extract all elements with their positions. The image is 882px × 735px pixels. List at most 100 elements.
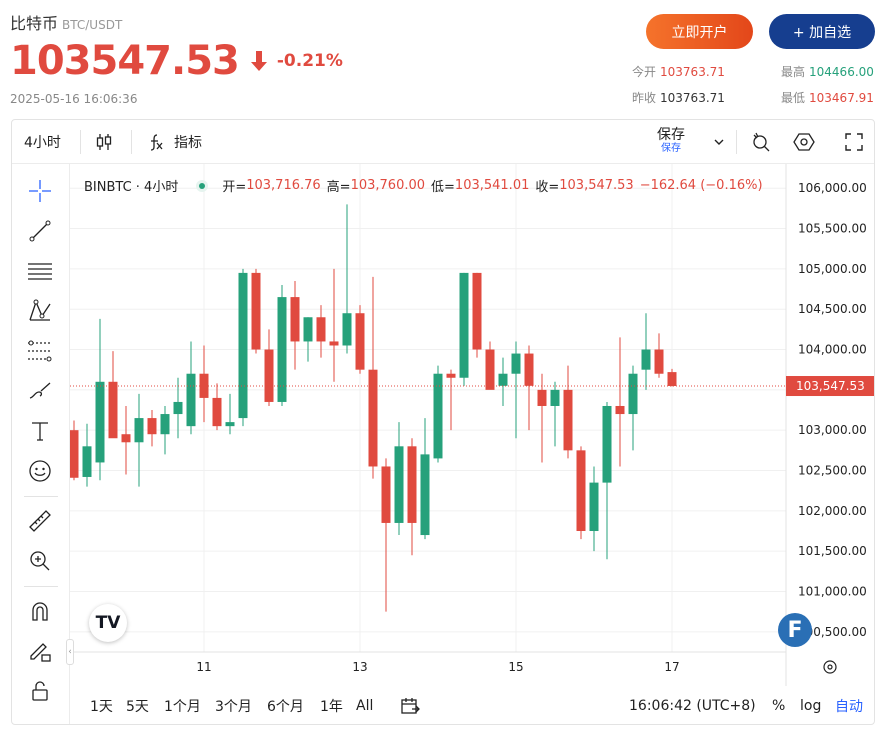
range-1y[interactable]: 1年 (320, 699, 343, 715)
candle-body (394, 446, 404, 523)
range-1d[interactable]: 1天 (90, 699, 113, 715)
ruler-icon[interactable] (25, 506, 55, 536)
candle-body (108, 381, 118, 439)
auto-toggle[interactable]: 自动 (835, 699, 863, 715)
candle-body (199, 373, 209, 398)
lock-icon[interactable] (25, 676, 55, 706)
crosshair-icon[interactable] (25, 176, 55, 206)
candle-body (82, 446, 92, 477)
log-toggle[interactable]: log (800, 698, 822, 714)
candle-body (277, 297, 287, 402)
indicators-label: 指标 (174, 135, 202, 151)
fullscreen-icon[interactable] (844, 120, 864, 164)
legend-close-label: 收= (535, 180, 560, 195)
candle-body (433, 373, 443, 459)
indicators-button[interactable]: 指标 (146, 120, 202, 164)
y-tick-label: 101,000.00 (798, 585, 867, 599)
range-6m[interactable]: 6个月 (267, 699, 304, 715)
chart-legend: BINBTC · 4小时 开= 103,716.76 高= 103,760.00 低… (84, 176, 769, 195)
y-tick-label: 105,500.00 (798, 222, 867, 236)
x-tick-label: 13 (352, 660, 367, 674)
range-all[interactable]: All (356, 698, 374, 714)
y-tick-label: 105,000.00 (798, 262, 867, 276)
candle-body (576, 450, 586, 532)
candlestick-chart[interactable]: 106,000.00 105,500.00 105,000.00 104,500.00… (70, 164, 874, 686)
text-icon[interactable] (25, 416, 55, 446)
candle-body (316, 317, 326, 342)
change-percent: -0.21% (276, 51, 343, 71)
save-sub-label: 保存 (661, 143, 681, 154)
candle-body (511, 353, 521, 374)
candle-body (667, 372, 677, 386)
horizontal-lines-icon[interactable] (25, 256, 55, 286)
lock-pencil-icon[interactable] (25, 636, 55, 666)
range-1m[interactable]: 1个月 (164, 699, 201, 715)
percent-toggle[interactable]: % (772, 698, 786, 714)
clock-time[interactable]: 16:06:42 (UTC+8) (629, 698, 756, 714)
x-tick-label: 15 (508, 660, 523, 674)
candle-body (290, 297, 300, 342)
goto-date-icon[interactable] (400, 686, 420, 724)
candle-body (303, 317, 313, 342)
candle-body (524, 353, 534, 386)
price-row: 103547.53 -0.21% (10, 36, 343, 86)
candle-body (381, 466, 391, 523)
candle-body (420, 454, 430, 536)
fib-icon[interactable] (25, 336, 55, 366)
alert-icon[interactable] (750, 120, 772, 164)
candle-body (134, 418, 144, 443)
legend-low: 103,541.01 (454, 178, 530, 193)
candle-body (615, 405, 625, 415)
settings-icon[interactable] (793, 120, 815, 164)
chart-toolbar: 4小时 指标 保存 保存 (12, 120, 874, 164)
y-tick-label: 100,500.00 (798, 625, 867, 639)
candle-body (537, 389, 547, 406)
candle-body (251, 272, 261, 350)
pattern-icon[interactable] (25, 296, 55, 326)
candle-body (654, 349, 664, 374)
axis-settings-icon-center (827, 664, 833, 670)
candle-body (498, 373, 508, 386)
candle-body (628, 373, 638, 415)
x-tick-label: 17 (664, 660, 679, 674)
range-3m[interactable]: 3个月 (215, 699, 252, 715)
chevron-down-icon[interactable] (712, 120, 726, 164)
low-value: 103467.91 (809, 91, 874, 105)
trendline-icon[interactable] (25, 216, 55, 246)
candle-body (446, 373, 456, 378)
quote-datetime: 2025-05-16 16:06:36 (10, 92, 138, 106)
stats-right: 最高 104466.00 最低 103467.91 (781, 64, 874, 116)
candle-body (173, 401, 183, 415)
emoji-icon[interactable] (25, 456, 55, 486)
candlestick-icon[interactable] (94, 120, 114, 164)
chart-widget: 4小时 指标 保存 保存 (11, 119, 875, 725)
candle-body (329, 341, 339, 346)
candle-body (238, 272, 248, 419)
interval-selector[interactable]: 4小时 (24, 135, 61, 151)
candle-body (459, 272, 469, 378)
range-5d[interactable]: 5天 (126, 699, 149, 715)
drawing-toolbar (12, 164, 70, 724)
zoom-icon[interactable] (25, 546, 55, 576)
tradingview-logo[interactable]: TV (89, 604, 127, 642)
brush-icon[interactable] (25, 376, 55, 406)
legend-change: −162.64 (−0.16%) (639, 178, 763, 193)
add-watchlist-button[interactable]: + 加自选 (769, 14, 875, 49)
candle-body (160, 414, 170, 435)
legend-low-label: 低= (431, 180, 455, 195)
open-account-button[interactable]: 立即开户 (646, 14, 753, 49)
candle-body (95, 381, 105, 463)
high-value: 104466.00 (809, 65, 874, 79)
legend-close: 103,547.53 (559, 178, 634, 193)
magnet-icon[interactable] (25, 596, 55, 626)
collapse-toolbar-button[interactable]: ‹ (66, 639, 74, 665)
candle-body (147, 418, 157, 435)
last-price-label: 103,547.53 (796, 379, 865, 393)
fx-icon (150, 134, 163, 151)
candle-body (264, 349, 274, 402)
save-button[interactable]: 保存 保存 (657, 120, 685, 164)
candle-body (368, 369, 378, 467)
candle-body (121, 434, 131, 443)
quote-header: 比特币 BTC/USDT 103547.53 -0.21% 2025-05-16 … (0, 0, 882, 118)
asset-name: 比特币 (10, 14, 59, 33)
